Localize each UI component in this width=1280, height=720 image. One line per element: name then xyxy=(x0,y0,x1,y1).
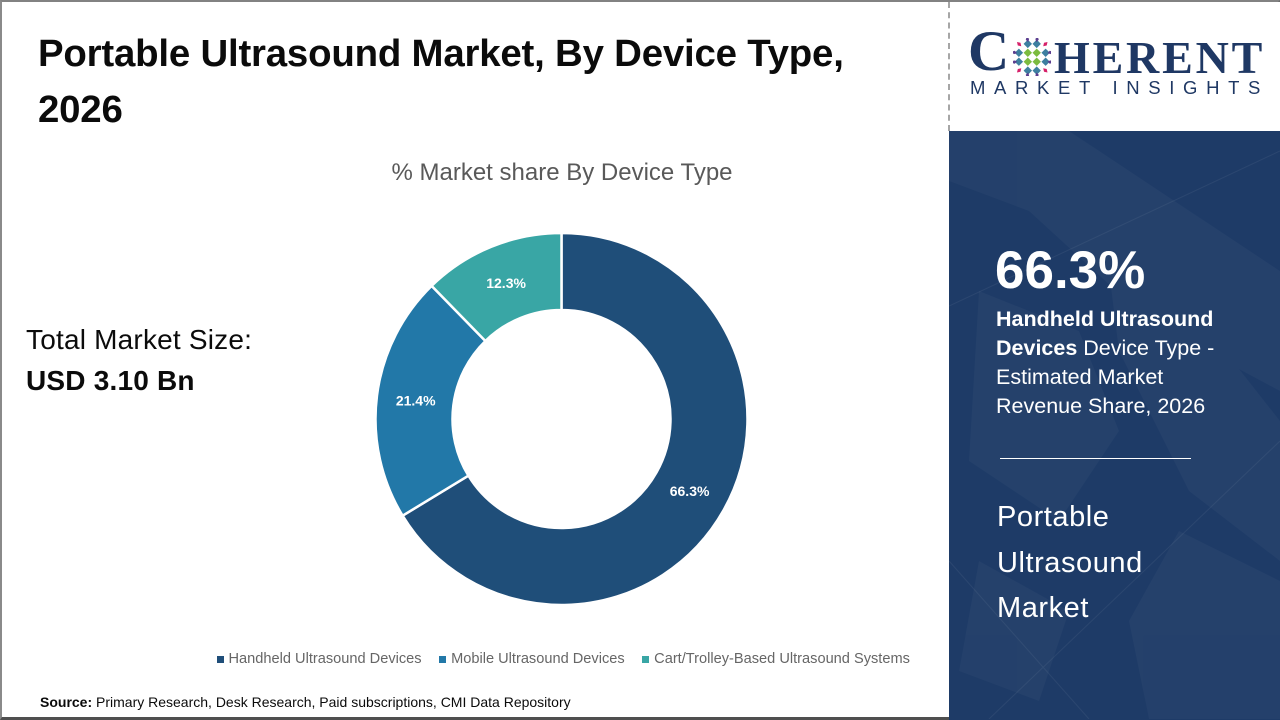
svg-text:21.4%: 21.4% xyxy=(396,393,436,409)
svg-text:12.3%: 12.3% xyxy=(486,275,526,291)
svg-text:66.3%: 66.3% xyxy=(670,483,710,499)
